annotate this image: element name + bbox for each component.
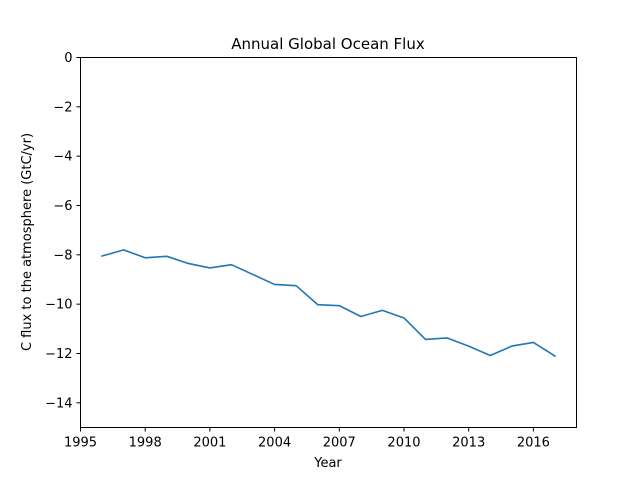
plot-frame xyxy=(80,57,577,428)
y-tick-label: −2 xyxy=(53,100,72,115)
y-tick-label: −12 xyxy=(45,347,72,362)
data-point xyxy=(360,316,362,317)
x-tick-label: 1998 xyxy=(129,436,162,451)
data-point xyxy=(166,255,168,257)
x-tick-label: 2010 xyxy=(387,436,420,451)
x-axis-label: Year xyxy=(313,456,342,471)
data-point xyxy=(230,264,232,266)
data-point xyxy=(511,345,513,347)
y-tick-label: −6 xyxy=(53,199,72,214)
data-point xyxy=(403,317,405,319)
data-point xyxy=(101,255,103,257)
data-point xyxy=(532,341,534,343)
y-tick-label: −10 xyxy=(45,298,72,313)
y-tick-label: −4 xyxy=(53,150,72,165)
x-tick-label: 2016 xyxy=(517,436,550,451)
data-point xyxy=(446,337,448,339)
data-point xyxy=(489,354,491,356)
x-axis: 1995 1998 2001 2004 2007 2010 2013 2016 xyxy=(64,427,550,451)
y-axis: 0 −2 −4 −6 −8 −10 −12 −14 xyxy=(45,51,81,411)
data-point xyxy=(187,262,189,264)
series-layer xyxy=(101,249,557,358)
data-point xyxy=(209,267,211,269)
chart-title: Annual Global Ocean Flux xyxy=(231,35,425,53)
y-tick-label: −14 xyxy=(45,396,72,411)
data-point xyxy=(274,283,276,285)
data-point xyxy=(295,285,297,287)
data-point xyxy=(338,305,340,307)
y-tick-label: 0 xyxy=(64,51,72,66)
x-tick-label: 1995 xyxy=(64,436,97,451)
data-point xyxy=(554,355,556,357)
data-point xyxy=(425,338,427,340)
x-tick-label: 2004 xyxy=(258,436,291,451)
data-point xyxy=(317,304,319,306)
x-tick-label: 2001 xyxy=(193,436,226,451)
data-point xyxy=(381,309,383,311)
data-point xyxy=(252,274,254,276)
x-tick-label: 2007 xyxy=(323,436,356,451)
y-axis-label: C flux to the atmosphere (GtC/yr) xyxy=(20,133,35,351)
data-point xyxy=(144,257,146,259)
data-point xyxy=(468,345,470,347)
data-point xyxy=(123,249,125,251)
series-line xyxy=(101,249,557,358)
x-tick-label: 2013 xyxy=(452,436,485,451)
y-tick-label: −8 xyxy=(53,248,72,263)
